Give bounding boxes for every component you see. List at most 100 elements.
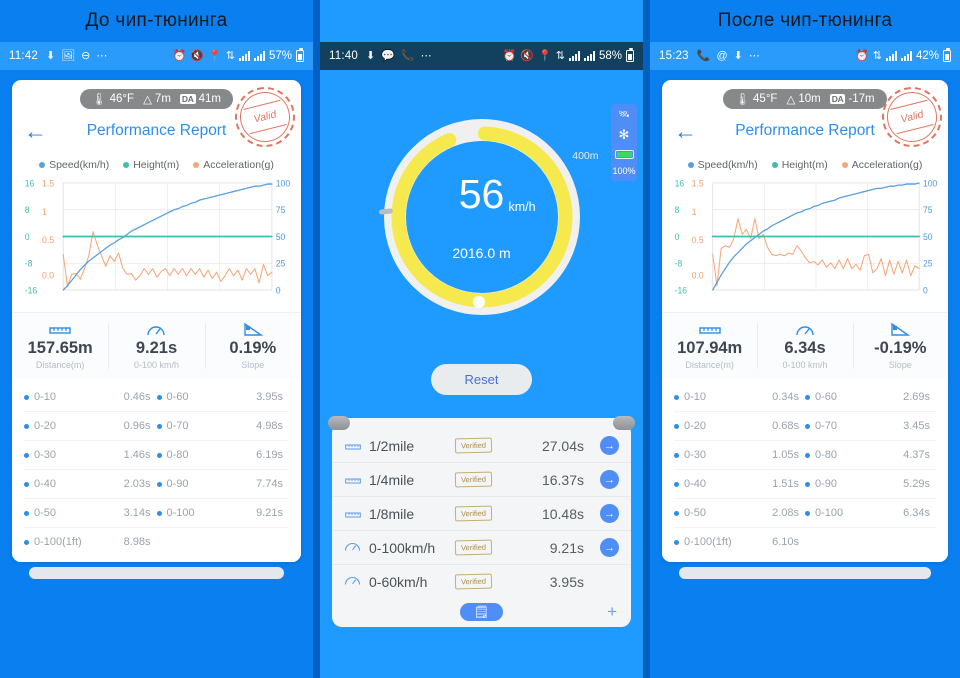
stat-acceleration: 6.34s 0-100 km/h	[757, 313, 852, 379]
accel-time-value: 3.45s	[903, 420, 930, 432]
reset-button[interactable]: Reset	[430, 364, 533, 395]
accel-time-value: 3.14s	[123, 507, 151, 519]
svg-text:-8: -8	[675, 259, 683, 269]
signal-icon-2	[900, 51, 912, 61]
alarm-icon: ⏰	[855, 49, 869, 62]
report-wrap-right: 🌡 45°F △ 10m DA -17m ← Performance Report V…	[650, 70, 960, 579]
result-row[interactable]: 1/8mile Verified 10.48s →	[332, 497, 631, 531]
accel-time-value: 3.95s	[256, 391, 283, 403]
table-cell: 0-40 2.03s	[24, 470, 157, 499]
bullet-icon	[805, 510, 810, 516]
panel-divider-1	[313, 0, 320, 678]
status-bar-mid: 11:40 ⬇ 💬 📞 ⋯ ⏰ 🔇 📍 ⇅ 58%	[320, 42, 643, 70]
svg-text:8: 8	[25, 205, 30, 215]
temperature-item: 🌡 45°F	[735, 92, 777, 106]
accel-range-label: 0-90	[815, 478, 838, 490]
back-arrow-icon[interactable]: ←	[674, 117, 697, 144]
thermometer-icon: 🌡	[735, 94, 751, 106]
chart-legend-left: Speed(km/h) Height(m) Acceleration(g)	[12, 153, 301, 173]
stat-slope: 0.19% Slope	[204, 313, 301, 379]
status-time: 11:40	[329, 50, 358, 62]
gauge-speed-value: 56	[458, 170, 505, 217]
accel-time-value: 2.03s	[123, 478, 151, 490]
svg-text:75: 75	[276, 205, 286, 215]
bullet-icon	[24, 423, 29, 429]
stat-value: 107.94m	[677, 339, 743, 357]
image-icon: 🖼	[61, 49, 76, 62]
report-card-right: 🌡 45°F △ 10m DA -17m ← Performance Report V…	[662, 80, 949, 562]
accel-time-value: 1.05s	[772, 449, 799, 461]
table-cell-empty	[157, 528, 290, 556]
table-cell: 0-20 0.68s	[674, 412, 805, 441]
svg-text:0: 0	[25, 232, 30, 242]
svg-text:1.5: 1.5	[42, 178, 54, 188]
verified-badge: Verified	[454, 437, 493, 454]
document-icon[interactable]: 🗒	[459, 603, 504, 621]
legend-item-height: Height(m)	[123, 159, 179, 171]
obd-status-badge: 🛰 ✻ 100%	[611, 104, 637, 181]
gauge-icon	[757, 321, 852, 337]
accel-range-label: 0-40	[684, 478, 707, 490]
stat-value: 6.34s	[784, 339, 826, 357]
legend-item-speed: Speed(km/h)	[39, 159, 109, 171]
svg-text:25: 25	[923, 259, 933, 269]
legend-item-speed: Speed(km/h)	[687, 159, 758, 171]
table-cell: 0-60 2.69s	[805, 383, 936, 412]
acceleration-table-right: 0-10 0.34s 0-60 2.69s 0-20 0.68s 0-70 3.45s 0-30…	[662, 379, 948, 562]
bullet-icon	[674, 423, 679, 429]
svg-text:-8: -8	[25, 259, 33, 269]
satellite-icon: 🛰	[618, 109, 630, 119]
svg-text:0: 0	[675, 232, 680, 242]
acceleration-table-left: 0-10 0.46s 0-60 3.95s 0-20 0.96s 0-70 4.98s 0-30…	[12, 379, 301, 562]
table-cell: 0-70 3.45s	[805, 412, 936, 441]
bullet-icon	[805, 394, 810, 400]
bullet-icon	[156, 394, 162, 400]
bullet-icon	[156, 481, 162, 487]
legend-item-height: Height(m)	[771, 159, 828, 171]
stat-label: Distance(m)	[35, 360, 85, 370]
conditions-chip-left: 🌡 46°F △ 7m DA 41m	[80, 89, 233, 109]
valid-stamp-icon: Valid	[875, 80, 949, 154]
ruler-icon	[344, 439, 361, 453]
add-button[interactable]: +	[607, 602, 617, 621]
table-row: 0-30 1.05s 0-80 4.37s	[662, 441, 948, 470]
live-run-body: 🛰 ✻ 100% 56 2016.0 m km/h 400m Reset	[320, 92, 643, 678]
accel-range-label: 0-80	[815, 449, 838, 461]
page-title: Performance Report	[735, 122, 875, 139]
altitude-value: 7m	[154, 93, 171, 105]
report-header-left: 🌡 46°F △ 7m DA 41m ← Performance Report Val…	[12, 80, 302, 154]
temperature-item: 🌡 46°F	[92, 92, 134, 106]
da-label: DA	[179, 94, 196, 104]
arrow-right-icon[interactable]: →	[600, 436, 619, 455]
accel-time-value: 4.98s	[256, 420, 283, 432]
table-row: 0-100(1ft) 6.10s	[662, 528, 948, 556]
table-cell: 0-40 1.51s	[674, 470, 805, 499]
arrow-right-icon[interactable]: →	[600, 504, 619, 523]
table-cell: 0-100(1ft) 6.10s	[674, 528, 805, 556]
accel-time-value: 8.98s	[123, 536, 151, 548]
download-icon: ⬇	[365, 49, 376, 62]
accel-range-label: 0-20	[34, 420, 57, 432]
table-cell: 0-90 7.74s	[156, 470, 289, 499]
svg-text:16: 16	[25, 178, 35, 188]
accel-range-label: 0-90	[166, 478, 189, 490]
conditions-chip-right: 🌡 45°F △ 10m DA -17m	[723, 89, 887, 109]
device-battery-percent: 100%	[612, 166, 636, 176]
download-icon: ⬇	[733, 49, 743, 62]
table-cell: 0-30 1.46s	[24, 441, 157, 470]
svg-text:0.0: 0.0	[42, 270, 54, 280]
result-row[interactable]: 1/2mile Verified 27.04s →	[332, 429, 631, 463]
arrow-right-icon[interactable]: →	[600, 470, 619, 489]
accel-range-label: 0-30	[34, 449, 57, 461]
accel-time-value: 2.08s	[772, 507, 799, 519]
battery-percent: 57%	[268, 50, 292, 62]
svg-text:8: 8	[675, 205, 680, 215]
legend-item-acceleration: Acceleration(g)	[193, 159, 274, 171]
accel-time-value: 0.46s	[123, 391, 151, 403]
back-arrow-icon[interactable]: ←	[24, 117, 47, 144]
svg-text:0.5: 0.5	[692, 235, 704, 245]
result-row[interactable]: 1/4mile Verified 16.37s →	[332, 463, 631, 497]
arrow-right-icon[interactable]: →	[600, 538, 619, 557]
result-row[interactable]: 0-100km/h Verified 9.21s →	[332, 531, 631, 565]
